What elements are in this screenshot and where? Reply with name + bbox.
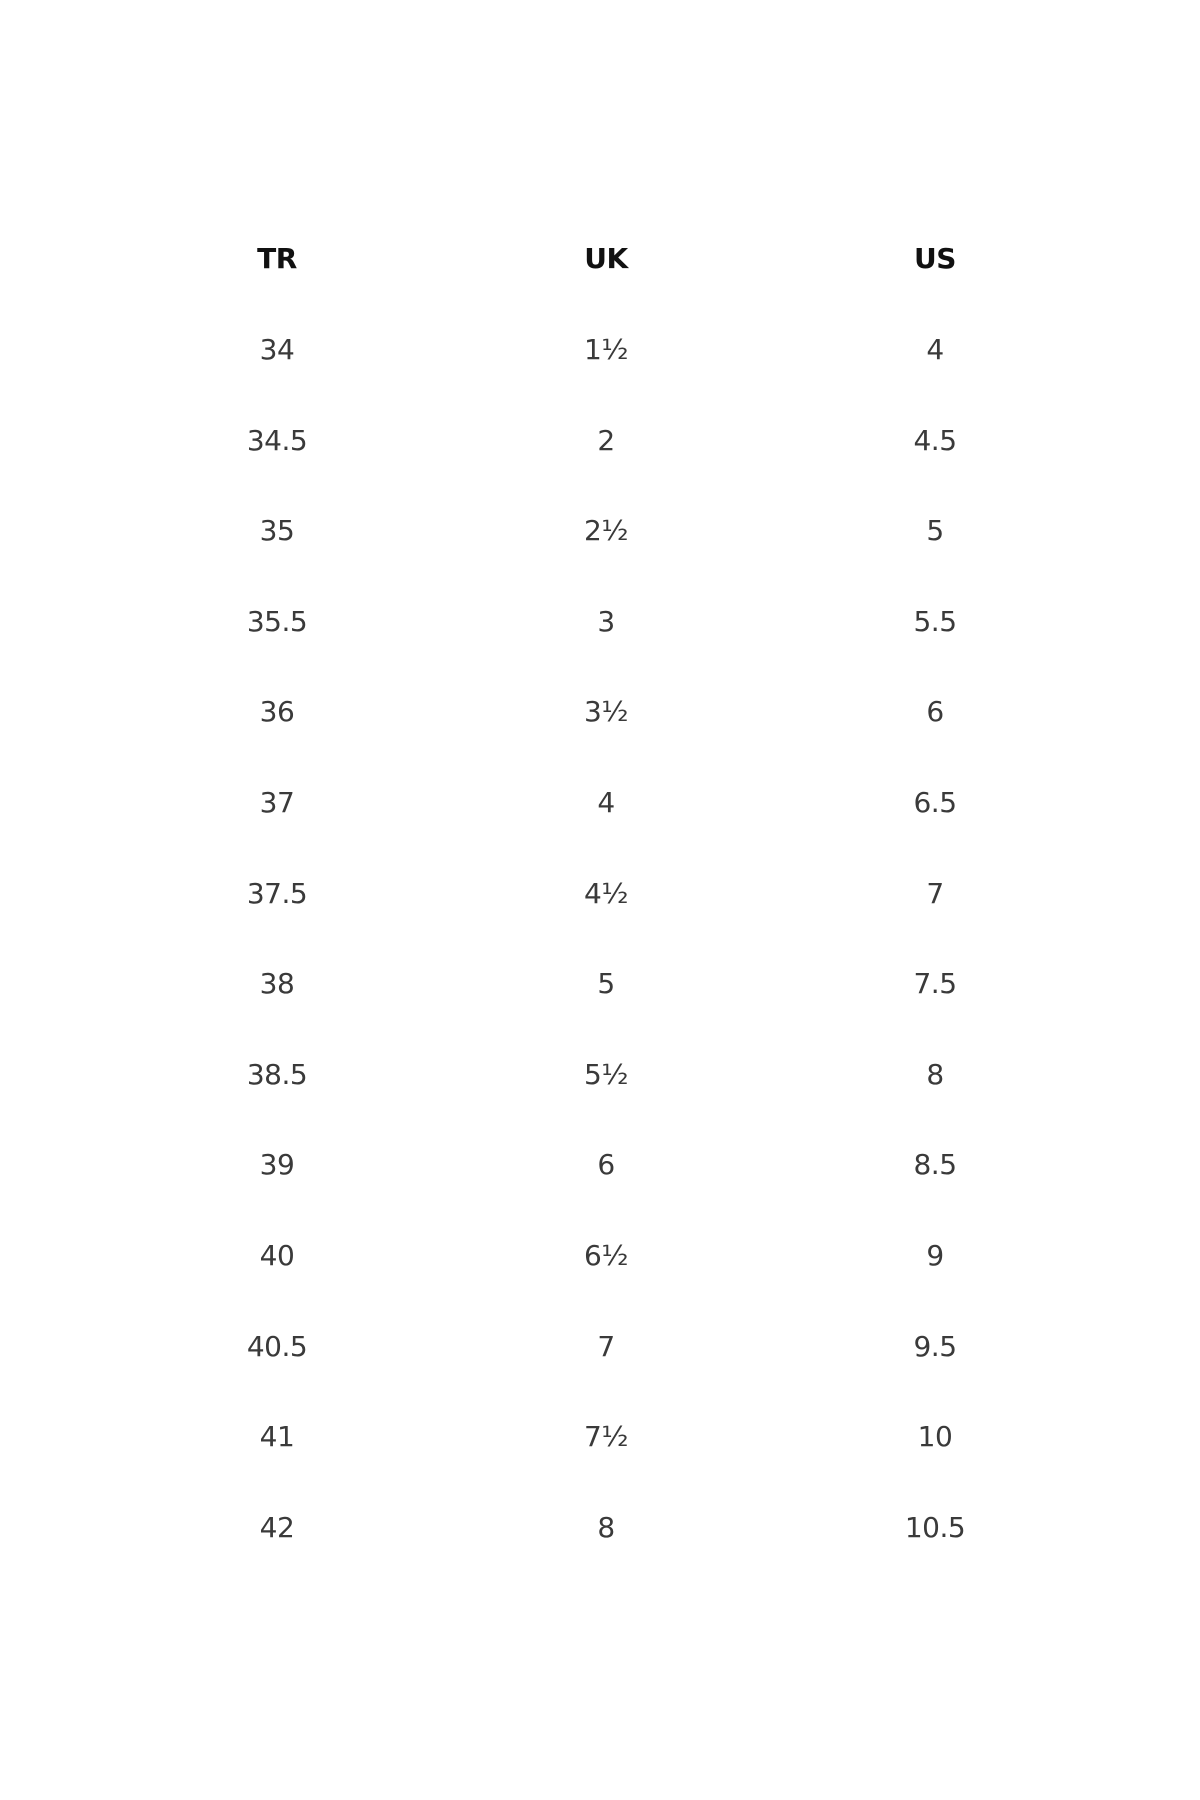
cell-tr: 35 bbox=[259, 514, 295, 548]
header-us: US bbox=[914, 242, 956, 275]
cell-tr: 37 bbox=[259, 786, 295, 819]
table-row: 40.5 7 9.5 bbox=[0, 1327, 1200, 1367]
cell-tr: 35.5 bbox=[246, 604, 308, 638]
cell-us: 7 bbox=[926, 876, 944, 910]
cell-us: 6 bbox=[926, 695, 944, 729]
cell-uk: 5 bbox=[597, 967, 615, 1001]
cell-uk: 4 bbox=[597, 786, 615, 819]
header-row: TR UK US bbox=[0, 239, 1200, 279]
cell-tr: 38 bbox=[259, 967, 295, 1001]
table-row: 38 5 7.5 bbox=[0, 964, 1200, 1004]
cell-uk: 6½ bbox=[584, 1239, 628, 1272]
cell-tr: 34.5 bbox=[246, 423, 308, 457]
cell-us: 10.5 bbox=[904, 1510, 966, 1544]
cell-tr: 40.5 bbox=[246, 1329, 308, 1363]
table-row: 40 6½ 9 bbox=[0, 1236, 1200, 1276]
table-row: 36 3½ 6 bbox=[0, 692, 1200, 732]
cell-tr: 39 bbox=[259, 1148, 295, 1182]
cell-us: 6.5 bbox=[913, 786, 957, 819]
table-row: 37.5 4½ 7 bbox=[0, 874, 1200, 914]
header-tr: TR bbox=[257, 242, 297, 275]
table-row: 34.5 2 4.5 bbox=[0, 421, 1200, 461]
cell-us: 8.5 bbox=[913, 1148, 957, 1182]
cell-tr: 37.5 bbox=[246, 876, 308, 910]
cell-tr: 42 bbox=[259, 1510, 295, 1544]
cell-uk: 4½ bbox=[584, 876, 628, 910]
header-uk: UK bbox=[584, 242, 628, 275]
cell-tr: 38.5 bbox=[246, 1057, 308, 1091]
cell-tr: 41 bbox=[259, 1420, 295, 1454]
cell-uk: 3½ bbox=[584, 695, 628, 729]
cell-uk: 3 bbox=[597, 604, 615, 638]
cell-us: 4 bbox=[926, 333, 944, 366]
cell-us: 5.5 bbox=[913, 604, 957, 638]
cell-uk: 7½ bbox=[584, 1420, 628, 1454]
table-row: 34 1½ 4 bbox=[0, 330, 1200, 370]
cell-us: 7.5 bbox=[913, 967, 957, 1001]
cell-tr: 36 bbox=[259, 695, 295, 729]
table-row: 37 4 6.5 bbox=[0, 783, 1200, 823]
table-row: 38.5 5½ 8 bbox=[0, 1055, 1200, 1095]
cell-uk: 6 bbox=[597, 1148, 615, 1182]
cell-us: 8 bbox=[926, 1057, 944, 1091]
cell-uk: 1½ bbox=[584, 333, 628, 366]
cell-uk: 2½ bbox=[584, 514, 628, 548]
cell-us: 10 bbox=[917, 1420, 953, 1454]
cell-tr: 40 bbox=[259, 1239, 295, 1272]
table-row: 41 7½ 10 bbox=[0, 1417, 1200, 1457]
cell-us: 5 bbox=[926, 514, 944, 548]
cell-us: 9.5 bbox=[913, 1329, 957, 1363]
table-row: 42 8 10.5 bbox=[0, 1508, 1200, 1548]
cell-us: 9 bbox=[926, 1239, 944, 1272]
cell-tr: 34 bbox=[259, 333, 295, 366]
cell-us: 4.5 bbox=[913, 423, 957, 457]
cell-uk: 2 bbox=[597, 423, 615, 457]
cell-uk: 5½ bbox=[584, 1057, 628, 1091]
cell-uk: 7 bbox=[597, 1329, 615, 1363]
cell-uk: 8 bbox=[597, 1510, 615, 1544]
table-row: 35.5 3 5.5 bbox=[0, 602, 1200, 642]
table-row: 35 2½ 5 bbox=[0, 511, 1200, 551]
table-row: 39 6 8.5 bbox=[0, 1145, 1200, 1185]
